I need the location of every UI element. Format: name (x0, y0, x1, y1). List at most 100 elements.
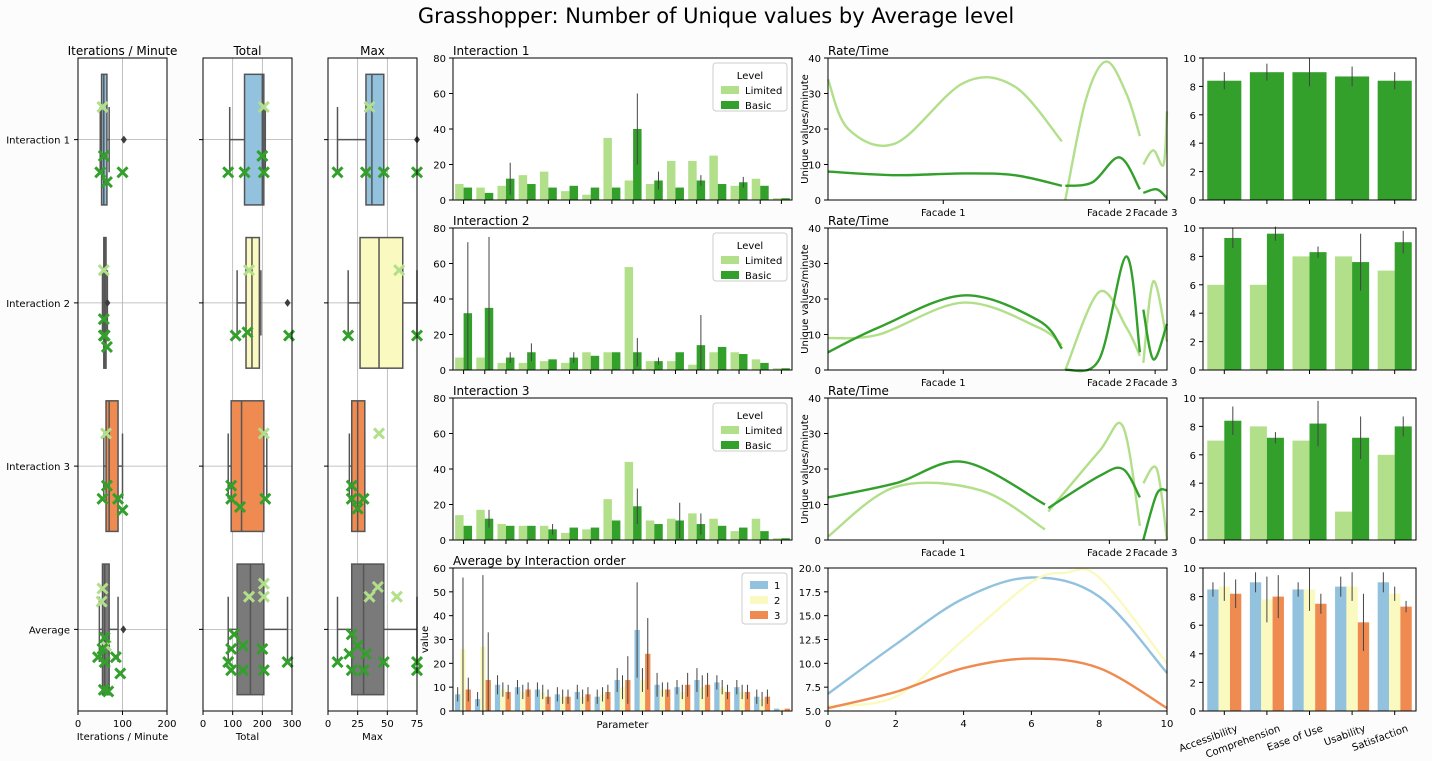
point-basic (228, 628, 241, 641)
bar (1207, 440, 1225, 540)
legend-swatch (750, 581, 768, 589)
line-series-limited (1142, 465, 1169, 541)
bar (1229, 593, 1242, 711)
y-tick-label: 40 (433, 125, 446, 136)
point-basic (225, 642, 238, 656)
bar (1309, 252, 1327, 370)
y-tick-label: 40 (433, 612, 446, 623)
legend-swatch (750, 596, 768, 604)
box-body (365, 73, 385, 206)
x-tick-label: 200 (253, 719, 272, 730)
panel-title: Iterations / Minute (68, 44, 178, 58)
line-panel (827, 57, 1168, 201)
x-tick-label: 4 (960, 719, 966, 730)
bar (760, 531, 769, 540)
bar (539, 525, 549, 540)
point-basic (96, 642, 109, 656)
bar (719, 687, 725, 711)
y-tick-label: 6 (1190, 281, 1196, 292)
x-tick-label: Facade 1 (921, 378, 966, 389)
x-axis-label: Max (362, 732, 383, 743)
point-basic (94, 166, 107, 179)
line-series-limited (1142, 111, 1169, 167)
bar (582, 529, 591, 540)
bar (527, 184, 536, 200)
x-tick-label: 300 (282, 719, 301, 730)
legend-label: 3 (774, 611, 780, 622)
bar (1292, 589, 1304, 711)
bar (1207, 80, 1242, 200)
bar (585, 694, 591, 711)
point-basic (100, 176, 113, 189)
y-tick-label: 0 (1190, 196, 1196, 207)
bar (525, 689, 531, 711)
box-panel-border (202, 57, 293, 712)
y-tick-label: 40 (808, 394, 821, 405)
line-series-limited (827, 481, 1046, 538)
bar (484, 192, 494, 200)
bar (1249, 426, 1267, 540)
bar (779, 708, 785, 711)
legend-title: Level (737, 71, 763, 82)
bar (1400, 606, 1412, 711)
panel-title: Interaction 1 (453, 44, 530, 58)
bar (497, 185, 506, 200)
y-tick-label: 20 (433, 161, 446, 172)
bar (1377, 80, 1412, 200)
x-tick-label: 8 (1096, 719, 1102, 730)
bar (717, 184, 727, 200)
bar (455, 357, 464, 370)
bar (611, 352, 621, 370)
bar (717, 525, 727, 540)
bar (1335, 76, 1370, 200)
y-tick-label: 2 (1190, 338, 1196, 349)
line-series-limited (1142, 280, 1169, 364)
bar (772, 538, 782, 540)
box-body (243, 73, 265, 206)
y-tick-label: 30 (433, 636, 446, 647)
bar (539, 361, 549, 370)
bar (624, 461, 634, 540)
point-basic (345, 492, 358, 505)
point-basic (225, 492, 238, 505)
point-basic (331, 655, 344, 669)
point-basic (98, 631, 111, 644)
bar (730, 531, 740, 540)
bar (518, 525, 528, 540)
x-tick-label: 100 (113, 719, 132, 730)
point-limited (242, 590, 256, 603)
point-basic (256, 149, 269, 163)
bar (1249, 284, 1267, 370)
bar (739, 691, 745, 711)
y-axis-label: Unique values/minute (800, 74, 811, 184)
point-basic (116, 166, 129, 179)
bar (699, 687, 705, 711)
y-tick-label: 17.5 (799, 588, 821, 599)
legend-box (712, 232, 788, 282)
point-basic (97, 313, 110, 326)
y-tick-label: 40 (433, 295, 446, 306)
bar (1309, 423, 1327, 540)
x-tick-label: 0 (325, 719, 331, 730)
bar (1346, 586, 1358, 711)
bar (1357, 622, 1370, 711)
point-basic (222, 655, 235, 669)
y-axis-label: Unique values/minute (800, 244, 811, 354)
bar (1335, 511, 1353, 540)
legend-swatch (721, 426, 739, 434)
bar (1249, 582, 1262, 711)
bar (505, 525, 515, 540)
legend-box (712, 62, 788, 112)
bar (654, 524, 663, 540)
bar (1377, 582, 1390, 711)
bar (505, 691, 511, 711)
bar (696, 180, 706, 200)
point-basic (234, 500, 247, 513)
panel-title: Average by Interaction order (453, 554, 626, 568)
point-basic (222, 166, 235, 179)
y-tick-label: 30 (808, 430, 821, 441)
bar (772, 198, 782, 200)
point-limited (257, 427, 270, 440)
y-tick-label: 5.0 (805, 707, 821, 718)
bar (666, 160, 676, 200)
